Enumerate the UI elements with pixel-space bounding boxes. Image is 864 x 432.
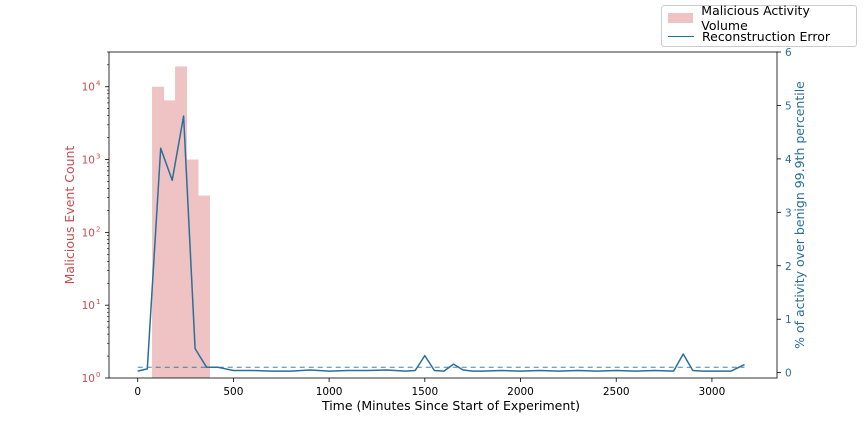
left-tick-exponent: 0 xyxy=(96,371,100,379)
legend-label: Reconstruction Error xyxy=(702,28,830,44)
bar xyxy=(192,159,199,378)
reconstruction-error-line xyxy=(137,115,745,372)
right-tick-label: 0 xyxy=(785,368,792,380)
bar xyxy=(203,195,210,378)
left-tick-label: 10 xyxy=(82,300,95,312)
x-tick-label: 500 xyxy=(223,386,243,398)
left-tick-exponent: 2 xyxy=(96,225,100,233)
legend-item-bar: Malicious Activity Volume xyxy=(668,3,856,33)
right-tick-label: 5 xyxy=(785,100,792,112)
y-axis-right-label: % of activity over benign 99.9th percent… xyxy=(792,81,807,349)
x-tick-label: 2500 xyxy=(603,386,630,398)
bar xyxy=(186,159,193,378)
x-tick-label: 1500 xyxy=(411,386,438,398)
right-tick-label: 6 xyxy=(785,47,792,59)
right-tick-label: 3 xyxy=(785,207,792,219)
legend: Malicious Activity Volume Reconstruction… xyxy=(661,3,857,47)
right-tick-label: 4 xyxy=(785,154,792,166)
legend-swatch-line xyxy=(668,35,694,37)
x-tick-label: 3000 xyxy=(699,386,726,398)
right-tick-label: 1 xyxy=(785,314,792,326)
legend-item-line: Reconstruction Error xyxy=(668,28,830,44)
x-axis-label: Time (Minutes Since Start of Experiment) xyxy=(321,398,580,413)
plot-frame xyxy=(108,51,778,379)
bar xyxy=(198,195,205,378)
bar xyxy=(175,66,182,379)
left-tick-label: 10 xyxy=(82,373,95,385)
left-tick-exponent: 3 xyxy=(96,153,100,161)
x-tick-label: 0 xyxy=(134,386,141,398)
left-tick-label: 10 xyxy=(82,155,95,167)
legend-label: Malicious Activity Volume xyxy=(701,3,810,33)
legend-swatch-bar xyxy=(668,13,694,23)
line-layer xyxy=(137,115,745,372)
bar xyxy=(163,100,170,378)
right-axis-ticks: 0 1 2 3 4 5 6 xyxy=(777,47,792,380)
bar xyxy=(180,66,188,379)
x-tick-label: 2000 xyxy=(507,386,534,398)
bar xyxy=(157,86,165,378)
left-tick-label: 10 xyxy=(82,82,95,94)
left-tick-label: 10 xyxy=(82,227,95,239)
left-tick-exponent: 4 xyxy=(96,80,101,88)
right-tick-label: 2 xyxy=(785,261,792,273)
y-axis-left-label: Malicious Event Count xyxy=(62,146,77,285)
x-axis-ticks: 0 500 1000 1500 2000 2500 3000 xyxy=(134,378,725,398)
bars-layer xyxy=(152,66,210,379)
x-tick-label: 1000 xyxy=(316,386,343,398)
bar xyxy=(169,100,176,378)
left-tick-exponent: 1 xyxy=(96,298,100,306)
